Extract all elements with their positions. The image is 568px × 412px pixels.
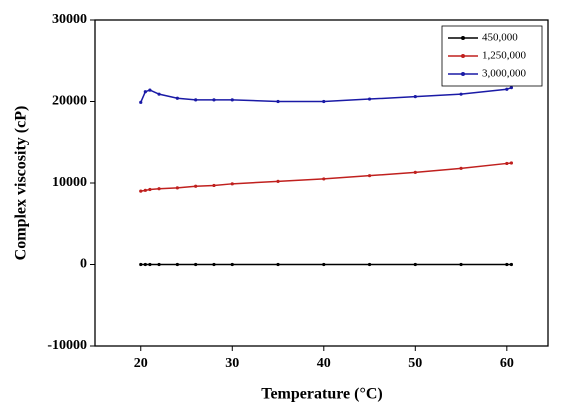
legend-label: 3,000,000 — [482, 68, 527, 80]
data-point — [148, 88, 152, 92]
x-axis-label: Temperature (°C) — [261, 386, 382, 403]
data-point — [230, 262, 234, 267]
y-tick-label: 10000 — [52, 175, 87, 190]
legend-marker — [461, 72, 465, 76]
legend-marker — [461, 36, 465, 40]
data-point — [413, 170, 417, 175]
data-point — [505, 161, 509, 166]
data-point — [459, 92, 463, 96]
x-tick-label: 30 — [225, 356, 239, 371]
x-tick-label: 50 — [408, 356, 422, 371]
data-point — [175, 96, 179, 100]
y-tick-label: -10000 — [47, 338, 87, 353]
data-point — [148, 262, 152, 267]
data-point — [143, 90, 147, 94]
x-tick-label: 60 — [500, 356, 514, 371]
data-point — [276, 99, 280, 104]
data-point — [212, 183, 216, 188]
y-tick-label: 30000 — [52, 12, 87, 27]
data-point — [413, 95, 417, 99]
y-tick-label: 0 — [80, 257, 87, 272]
data-point — [322, 99, 326, 104]
data-point — [413, 262, 417, 267]
x-tick-label: 40 — [317, 356, 331, 371]
data-point — [139, 189, 143, 193]
data-point — [276, 179, 280, 183]
data-point — [322, 262, 326, 267]
data-point — [230, 182, 234, 186]
data-point — [157, 92, 161, 96]
data-point — [139, 262, 143, 267]
data-point — [194, 98, 198, 102]
legend-marker — [461, 54, 465, 58]
data-point — [367, 174, 372, 178]
data-point — [367, 97, 372, 101]
data-point — [505, 262, 509, 267]
data-point — [139, 100, 143, 104]
data-point — [212, 262, 216, 267]
data-point — [322, 177, 326, 181]
data-point — [194, 262, 198, 267]
x-tick-label: 20 — [134, 356, 148, 371]
data-point — [175, 186, 179, 190]
data-point — [143, 262, 147, 267]
legend-label: 450,000 — [482, 32, 518, 44]
data-point — [509, 262, 513, 267]
legend-label: 1,250,000 — [482, 50, 527, 62]
y-axis-label: Complex viscosity (cP) — [13, 106, 30, 261]
data-point — [509, 161, 513, 165]
data-point — [276, 262, 280, 267]
data-point — [194, 184, 198, 188]
data-point — [459, 262, 463, 267]
data-point — [212, 98, 216, 102]
y-tick-label: 20000 — [52, 94, 87, 109]
data-point — [175, 262, 179, 267]
data-point — [143, 188, 147, 192]
data-point — [148, 187, 152, 192]
data-point — [157, 187, 161, 191]
data-point — [367, 262, 372, 267]
data-point — [505, 87, 509, 91]
data-point — [459, 166, 463, 170]
data-point — [230, 98, 234, 102]
data-point — [509, 86, 513, 90]
data-point — [157, 262, 161, 267]
